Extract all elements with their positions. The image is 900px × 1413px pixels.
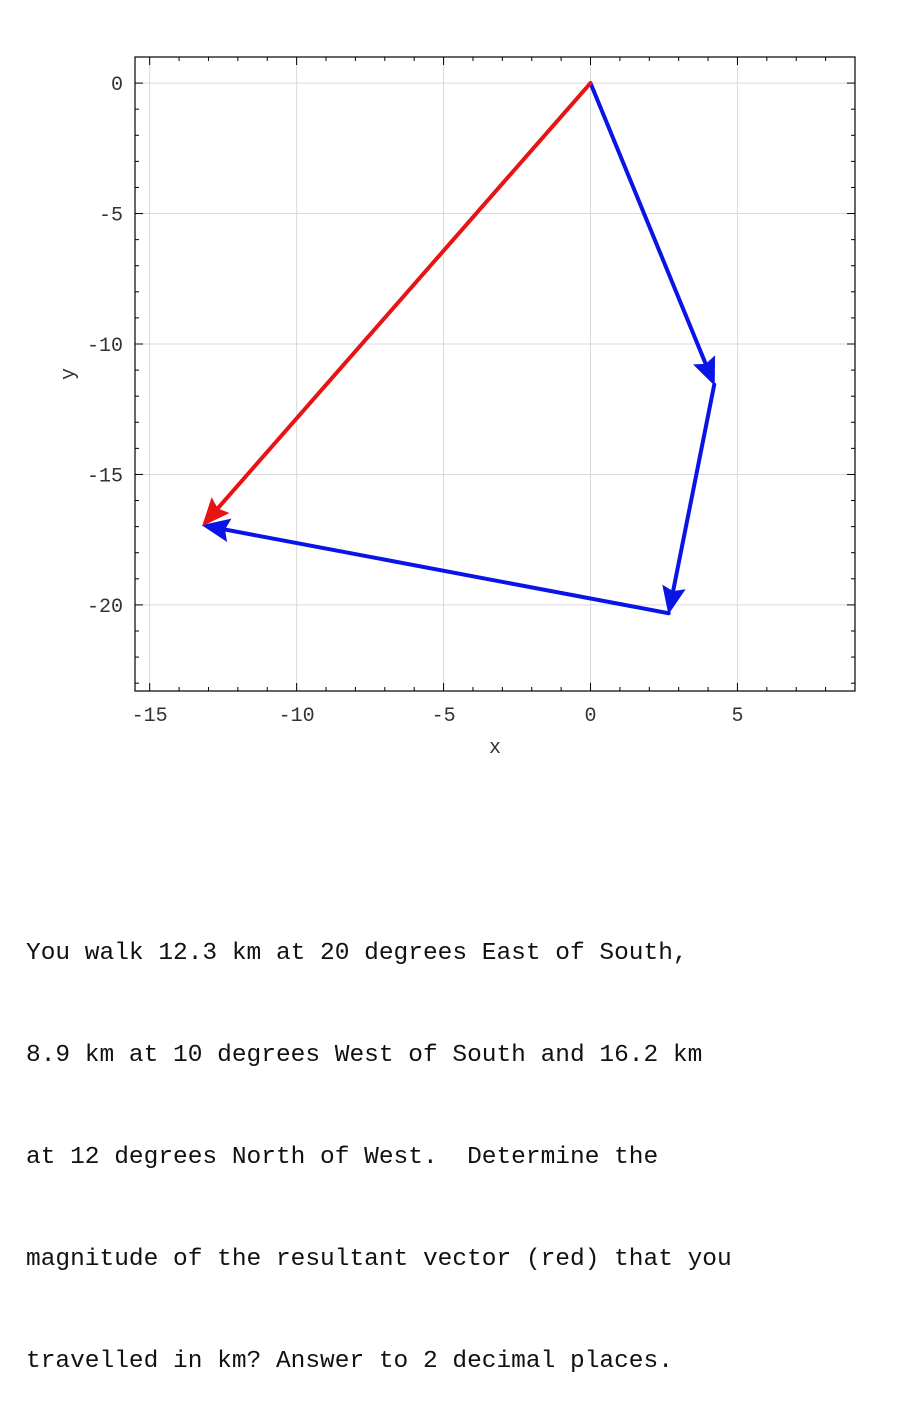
x-tick-label: -15 (132, 705, 168, 728)
tick-labels: -15 -10 -5 0 5 0 -5 -10 -15 -20 (87, 74, 743, 728)
vector-shaft (668, 382, 717, 606)
x-tick-label: -5 (432, 705, 456, 728)
y-tick-label: 0 (111, 74, 123, 97)
question-line: magnitude of the resultant vector (red) … (26, 1246, 732, 1273)
vector-shaft (210, 525, 671, 616)
grid-lines (135, 57, 855, 691)
y-axis-label: y (58, 368, 81, 380)
x-axis-label: x (489, 737, 501, 760)
y-tick-label: -15 (87, 465, 123, 488)
x-tick-label: -10 (279, 705, 315, 728)
vector-shaft (588, 81, 713, 378)
displacement-vector-2 (662, 382, 717, 615)
question-line: travelled in km? Answer to 2 decimal pla… (26, 1348, 673, 1375)
question-line: at 12 degrees North of West. Determine t… (26, 1144, 659, 1171)
y-tick-label: -5 (99, 205, 123, 228)
vector-plot: -15 -10 -5 0 5 0 -5 -10 -15 -20 x y (58, 56, 856, 760)
minor-ticks (135, 56, 856, 691)
resultant-vector (202, 81, 593, 527)
vector-arrowhead (662, 584, 686, 615)
y-tick-label: -10 (87, 335, 123, 358)
plot-frame (134, 56, 856, 692)
vectors (201, 81, 717, 616)
vector-arrowhead (202, 497, 230, 527)
x-tick-label: 0 (585, 705, 597, 728)
vector-shaft (207, 81, 593, 520)
displacement-vector-3 (201, 518, 671, 616)
vector-arrowhead (201, 518, 232, 543)
x-tick-label: 5 (731, 705, 743, 728)
question-text: You walk 12.3 km at 20 degrees East of S… (26, 869, 886, 1413)
y-tick-label: -20 (87, 596, 123, 619)
question-line: You walk 12.3 km at 20 degrees East of S… (26, 940, 688, 967)
vector-arrowhead (693, 355, 716, 386)
displacement-vector-1 (588, 81, 716, 386)
question-line: 8.9 km at 10 degrees West of South and 1… (26, 1042, 703, 1069)
